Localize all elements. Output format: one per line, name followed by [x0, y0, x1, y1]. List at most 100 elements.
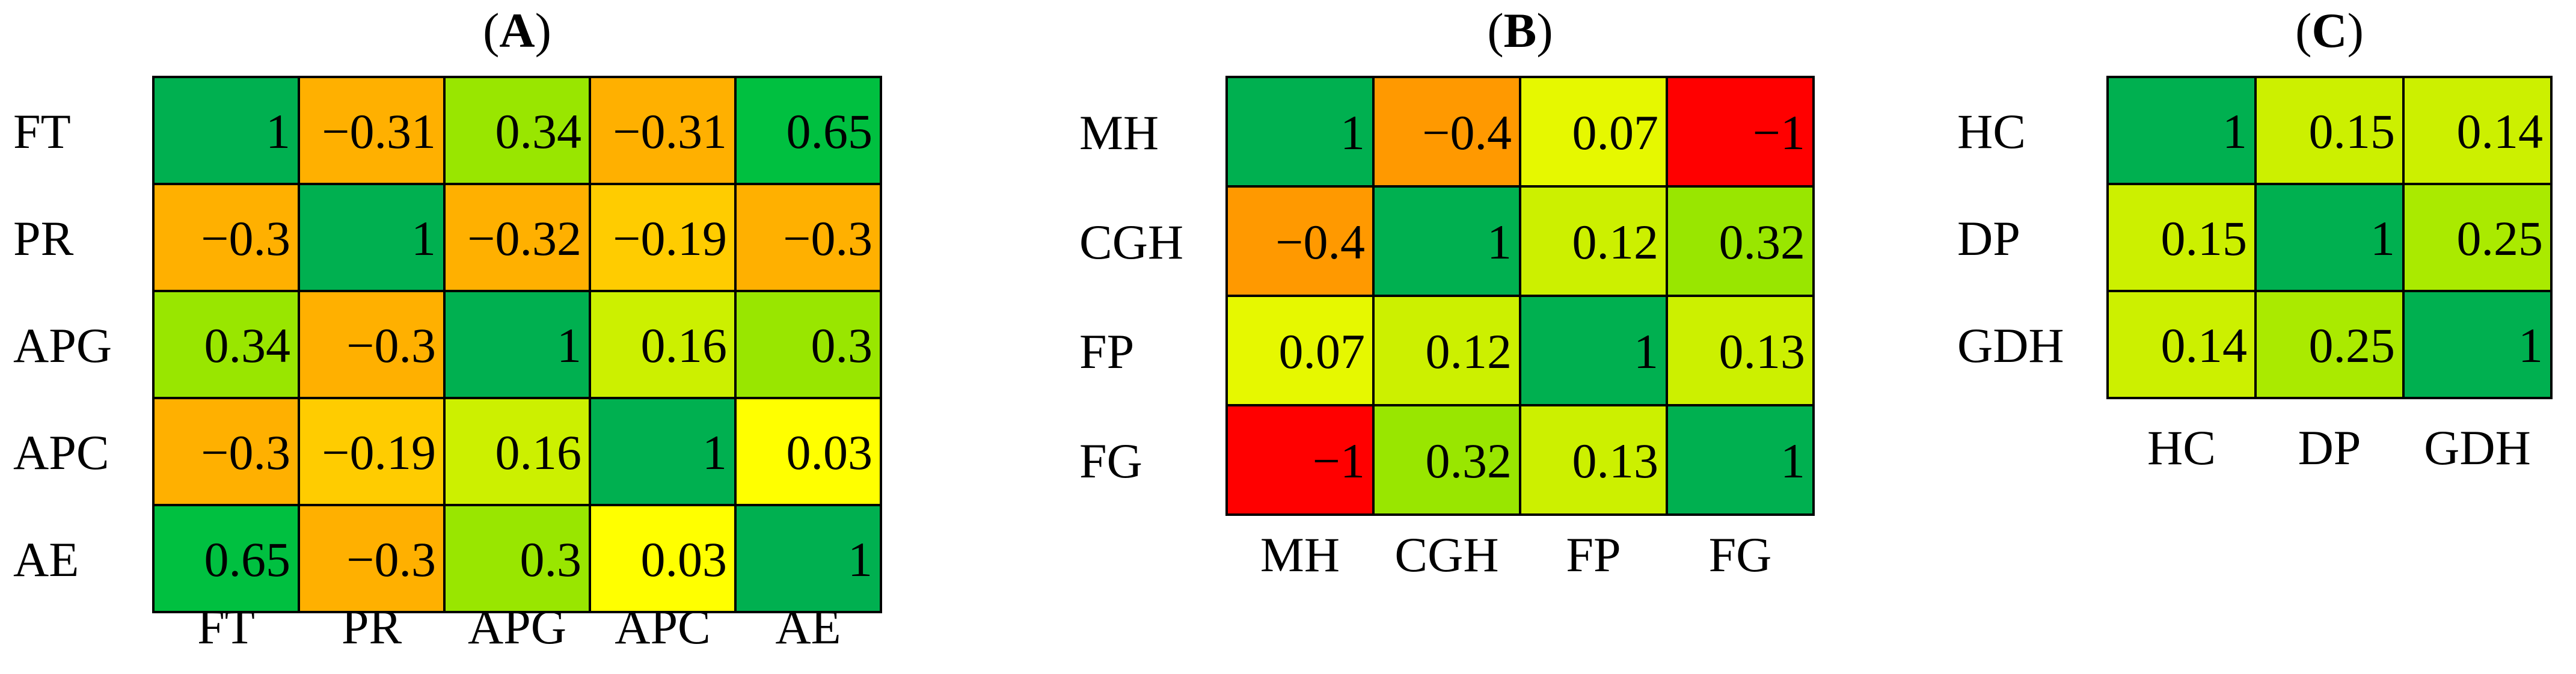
cell-value-a-r0-c0: 1 — [266, 104, 290, 159]
heatmap-panel-b: (B) 1 −0.4 0.07 −1 −0.4 1 0.12 0.32 0.07 0.12 1 0.13… — [1079, 3, 1815, 582]
col-label-b-1: CGH — [1394, 527, 1498, 582]
row-label-b-0: MH — [1079, 105, 1159, 160]
cell-value-a-r2-c4: 0.3 — [811, 318, 873, 373]
row-label-a-2: APG — [13, 318, 112, 373]
panel-title-b: (B) — [1487, 3, 1553, 58]
row-label-a-3: APC — [13, 425, 109, 480]
cell-value-b-r0-c0: 1 — [1340, 105, 1365, 160]
cell-value-c-r2-c1: 0.25 — [2309, 318, 2396, 373]
heatmap-frame-c — [2106, 76, 2553, 399]
cell-value-b-r0-c1: −0.4 — [1422, 105, 1512, 160]
cell-value-a-r0-c4: 0.65 — [787, 104, 873, 159]
cell-value-b-r0-c3: −1 — [1753, 105, 1805, 160]
heatmap-cell-a-r4-c2 — [443, 504, 591, 613]
cell-value-a-r3-c4: 0.03 — [787, 425, 873, 480]
cell-value-a-r1-c3: −0.19 — [613, 211, 727, 266]
cell-value-a-r4-c1: −0.3 — [346, 532, 436, 587]
row-label-a-4: AE — [13, 532, 79, 587]
cell-value-c-r2-c0: 0.14 — [2161, 318, 2248, 373]
row-label-a-0: FT — [13, 104, 71, 159]
cell-value-b-r2-c1: 0.12 — [1426, 324, 1512, 379]
cell-value-c-r0-c1: 0.15 — [2309, 104, 2396, 159]
cell-value-c-r0-c0: 1 — [2222, 104, 2247, 159]
row-label-b-2: FP — [1079, 324, 1134, 379]
col-label-b-2: FP — [1566, 527, 1621, 582]
col-label-a-2: APG — [468, 599, 566, 654]
heatmap-cell-b-r3-c3 — [1666, 404, 1815, 516]
cell-value-a-r1-c2: −0.32 — [467, 211, 581, 266]
cell-value-a-r1-c1: 1 — [411, 211, 436, 266]
heatmap-cell-a-r4-c0 — [152, 504, 300, 613]
cell-value-a-r4-c2: 0.3 — [520, 532, 582, 587]
heatmap-cell-c-r0-c1 — [2254, 76, 2405, 185]
cell-value-b-r1-c3: 0.32 — [1719, 215, 1806, 269]
cell-value-c-r1-c1: 1 — [2370, 211, 2395, 266]
heatmap-cell-a-r0-c0 — [152, 76, 300, 185]
cell-value-a-r2-c3: 0.16 — [641, 318, 728, 373]
cell-value-c-r1-c0: 0.15 — [2161, 211, 2248, 266]
col-label-c-1: DP — [2298, 420, 2361, 475]
heatmap-cell-a-r3-c2 — [443, 397, 591, 506]
cell-value-b-r2-c3: 0.13 — [1719, 324, 1806, 379]
heatmap-cell-b-r2-c1 — [1372, 295, 1521, 406]
heatmap-cell-a-r3-c3 — [589, 397, 737, 506]
row-label-c-2: GDH — [1957, 318, 2064, 373]
cell-value-b-r3-c1: 0.32 — [1426, 434, 1512, 488]
heatmap-cell-a-r1-c2 — [443, 183, 591, 292]
cell-value-c-r0-c2: 0.14 — [2457, 104, 2544, 159]
cell-value-a-r0-c3: −0.31 — [613, 104, 727, 159]
heatmap-cell-c-r2-c2 — [2402, 290, 2553, 399]
heatmap-cell-b-r1-c2 — [1519, 185, 1668, 297]
heatmap-cell-c-r2-c0 — [2106, 290, 2257, 399]
heatmap-cell-a-r4-c1 — [298, 504, 446, 613]
heatmap-cell-a-r4-c4 — [734, 504, 882, 613]
heatmap-panel-a: (A)1 −0.31 0.34 −0.31 0.65−0.3 1 −0.32 −0.19 −0.… — [13, 3, 882, 654]
cell-value-a-r1-c4: −0.3 — [783, 211, 872, 266]
col-label-c-0: HC — [2147, 420, 2216, 475]
heatmap-cell-a-r3-c4 — [734, 397, 882, 506]
row-label-b-3: FG — [1079, 434, 1142, 488]
cell-value-b-r1-c1: 1 — [1487, 215, 1512, 269]
cell-value-b-r3-c0: −1 — [1313, 434, 1365, 488]
heatmap-cell-b-r1-c1 — [1372, 185, 1521, 297]
row-label-a-1: PR — [13, 211, 74, 266]
cell-value-a-r1-c0: −0.3 — [201, 211, 290, 266]
row-label-b-1: CGH — [1079, 215, 1183, 269]
cell-value-a-r0-c2: 0.34 — [495, 104, 582, 159]
col-label-a-0: FT — [197, 599, 255, 654]
cell-value-a-r0-c1: −0.31 — [322, 104, 436, 159]
cell-value-b-r1-c0: −0.4 — [1275, 215, 1365, 269]
cell-value-c-r2-c2: 1 — [2518, 318, 2543, 373]
heatmap-frame-a — [152, 76, 882, 613]
row-label-c-1: DP — [1957, 211, 2020, 266]
heatmap-cell-a-r3-c1 — [298, 397, 446, 506]
heatmap-cell-a-r2-c1 — [298, 290, 446, 399]
cell-value-b-r2-c0: 0.07 — [1279, 324, 1366, 379]
heatmap-cell-a-r0-c1 — [298, 76, 446, 185]
heatmap-cell-a-r2-c3 — [589, 290, 737, 399]
heatmap-cell-a-r1-c4 — [734, 183, 882, 292]
heatmap-cell-b-r0-c3 — [1666, 76, 1815, 188]
panel-title-a: (A) — [483, 3, 551, 58]
cell-value-b-r1-c2: 0.12 — [1572, 215, 1659, 269]
heatmap-cell-b-r1-c0 — [1225, 185, 1375, 297]
col-label-c-2: GDH — [2424, 420, 2531, 475]
cell-value-c-r1-c2: 0.25 — [2457, 211, 2544, 266]
heatmap-cell-b-r3-c2 — [1519, 404, 1668, 516]
heatmap-cell-c-r0-c2 — [2402, 76, 2553, 185]
cell-value-a-r3-c3: 1 — [702, 425, 727, 480]
cell-value-a-r2-c2: 1 — [557, 318, 581, 373]
cell-value-a-r3-c1: −0.19 — [322, 425, 436, 480]
col-label-a-3: APC — [615, 599, 711, 654]
row-label-c-0: HC — [1957, 104, 2026, 159]
panel-title-c: (C) — [2295, 3, 2364, 58]
cell-value-b-r2-c2: 1 — [1634, 324, 1658, 379]
cell-value-a-r4-c0: 0.65 — [204, 532, 291, 587]
col-label-a-1: PR — [342, 599, 402, 654]
cell-value-a-r4-c3: 0.03 — [641, 532, 728, 587]
cell-value-a-r4-c4: 1 — [848, 532, 872, 587]
cell-value-a-r3-c0: −0.3 — [201, 425, 290, 480]
col-label-b-3: FG — [1709, 527, 1772, 582]
col-label-a-4: AE — [775, 599, 841, 654]
